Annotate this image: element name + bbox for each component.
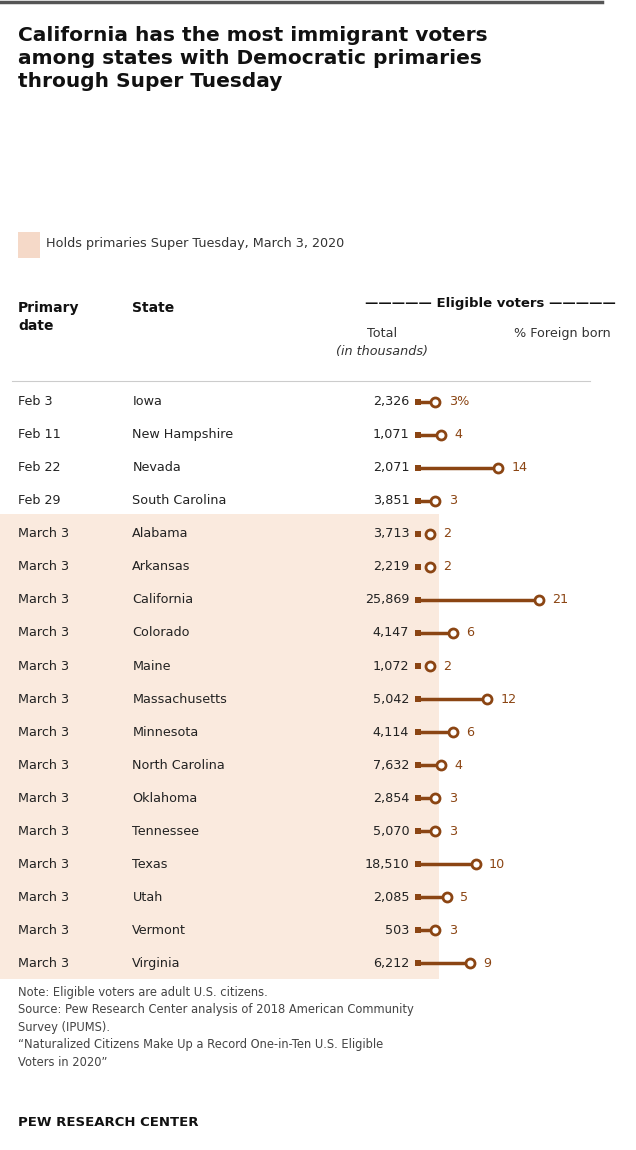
Text: Texas: Texas <box>132 858 168 871</box>
Text: 2,854: 2,854 <box>373 791 409 805</box>
Text: 2: 2 <box>443 560 451 574</box>
Text: March 3: March 3 <box>18 891 69 904</box>
Text: March 3: March 3 <box>18 593 69 606</box>
Text: Massachusetts: Massachusetts <box>132 692 227 706</box>
Text: 2: 2 <box>443 659 451 673</box>
Text: 3,713: 3,713 <box>373 528 409 540</box>
Text: Vermont: Vermont <box>132 923 186 937</box>
Text: 3,851: 3,851 <box>373 494 409 507</box>
Text: 2,071: 2,071 <box>373 461 409 474</box>
Text: % Foreign born: % Foreign born <box>515 327 611 339</box>
Text: 5,042: 5,042 <box>373 692 409 706</box>
Text: 4: 4 <box>454 428 462 442</box>
Text: Iowa: Iowa <box>132 396 162 408</box>
Text: New Hampshire: New Hampshire <box>132 428 233 442</box>
Text: March 3: March 3 <box>18 627 69 639</box>
Text: ————— Eligible voters —————: ————— Eligible voters ————— <box>365 297 616 309</box>
Text: March 3: March 3 <box>18 692 69 706</box>
FancyBboxPatch shape <box>0 514 439 979</box>
Text: Feb 3: Feb 3 <box>18 396 53 408</box>
Text: Feb 22: Feb 22 <box>18 461 60 474</box>
Text: 18,510: 18,510 <box>364 858 409 871</box>
Text: Alabama: Alabama <box>132 528 189 540</box>
Text: March 3: March 3 <box>18 759 69 772</box>
Text: 14: 14 <box>512 461 528 474</box>
Text: March 3: March 3 <box>18 825 69 837</box>
Text: 25,869: 25,869 <box>365 593 409 606</box>
Text: 21: 21 <box>552 593 568 606</box>
Text: 9: 9 <box>483 957 491 969</box>
Text: Colorado: Colorado <box>132 627 190 639</box>
Text: Feb 11: Feb 11 <box>18 428 61 442</box>
Text: 1,071: 1,071 <box>373 428 409 442</box>
Text: Utah: Utah <box>132 891 163 904</box>
Text: Nevada: Nevada <box>132 461 181 474</box>
Text: 503: 503 <box>385 923 409 937</box>
Text: 2,219: 2,219 <box>373 560 409 574</box>
Text: March 3: March 3 <box>18 858 69 871</box>
Text: 2,326: 2,326 <box>373 396 409 408</box>
Text: 10: 10 <box>488 858 505 871</box>
Text: 6,212: 6,212 <box>373 957 409 969</box>
Text: North Carolina: North Carolina <box>132 759 225 772</box>
Text: March 3: March 3 <box>18 528 69 540</box>
Text: Feb 29: Feb 29 <box>18 494 60 507</box>
Text: California has the most immigrant voters
among states with Democratic primaries
: California has the most immigrant voters… <box>18 26 488 91</box>
Text: 4,147: 4,147 <box>373 627 409 639</box>
Text: Minnesota: Minnesota <box>132 726 198 738</box>
Text: 1,072: 1,072 <box>373 659 409 673</box>
Text: 7,632: 7,632 <box>373 759 409 772</box>
Text: March 3: March 3 <box>18 791 69 805</box>
Text: 2,085: 2,085 <box>373 891 409 904</box>
Text: Oklahoma: Oklahoma <box>132 791 198 805</box>
Text: Tennessee: Tennessee <box>132 825 199 837</box>
Text: Maine: Maine <box>132 659 171 673</box>
Text: 3: 3 <box>448 923 457 937</box>
Text: South Carolina: South Carolina <box>132 494 227 507</box>
Text: March 3: March 3 <box>18 726 69 738</box>
Text: Arkansas: Arkansas <box>132 560 191 574</box>
Text: Primary
date: Primary date <box>18 301 80 332</box>
Text: March 3: March 3 <box>18 560 69 574</box>
Text: 3: 3 <box>448 825 457 837</box>
Text: March 3: March 3 <box>18 957 69 969</box>
Text: (in thousands): (in thousands) <box>336 345 428 358</box>
Text: 3: 3 <box>448 791 457 805</box>
Text: 2: 2 <box>443 528 451 540</box>
Text: March 3: March 3 <box>18 659 69 673</box>
Text: 5,070: 5,070 <box>373 825 409 837</box>
Text: Total: Total <box>367 327 397 339</box>
Text: 6: 6 <box>466 726 474 738</box>
Text: PEW RESEARCH CENTER: PEW RESEARCH CENTER <box>18 1117 198 1129</box>
Text: 5: 5 <box>460 891 468 904</box>
Text: 12: 12 <box>501 692 516 706</box>
Text: 4: 4 <box>454 759 462 772</box>
Text: 4,114: 4,114 <box>373 726 409 738</box>
Text: Note: Eligible voters are adult U.S. citizens.
Source: Pew Research Center analy: Note: Eligible voters are adult U.S. cit… <box>18 986 414 1068</box>
Text: 6: 6 <box>466 627 474 639</box>
Text: State: State <box>132 301 175 315</box>
Text: Virginia: Virginia <box>132 957 181 969</box>
FancyBboxPatch shape <box>18 232 39 258</box>
Text: 3: 3 <box>448 494 457 507</box>
Text: 3%: 3% <box>448 396 469 408</box>
Text: Holds primaries Super Tuesday, March 3, 2020: Holds primaries Super Tuesday, March 3, … <box>46 237 344 251</box>
Text: California: California <box>132 593 193 606</box>
Text: March 3: March 3 <box>18 923 69 937</box>
